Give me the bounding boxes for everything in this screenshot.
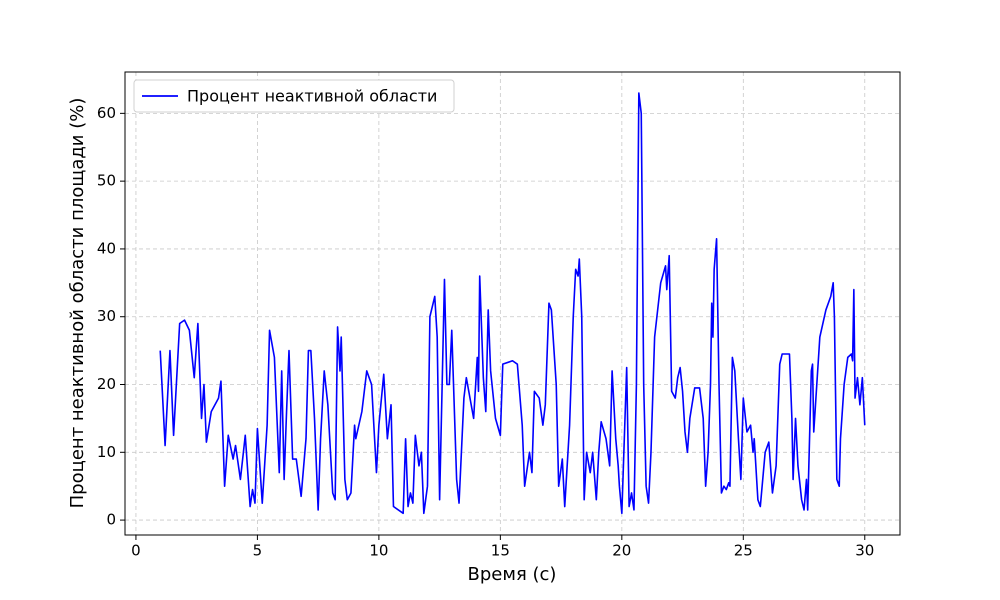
legend-label: Процент неактивной области [187,87,437,106]
x-tick-label: 15 [491,542,510,560]
y-tick-label: 20 [97,375,116,393]
plot-frame [124,71,901,536]
x-axis-label: Время (с) [468,564,557,585]
y-tick-label: 50 [97,172,116,190]
x-tick-label: 20 [612,542,631,560]
x-tick-label: 5 [253,542,263,560]
x-tick-label: 25 [734,542,753,560]
y-tick-label: 10 [97,443,116,461]
x-tick-label: 30 [855,542,874,560]
legend-box [133,79,455,113]
y-tick-label: 0 [106,511,116,529]
y-tick-label: 40 [97,239,116,257]
x-tick-label: 0 [131,542,141,560]
y-tick-label: 60 [97,104,116,122]
y-axis-label: Процент неактивной области площади (%) [67,98,88,509]
data-line [159,92,866,515]
x-tick-label: 10 [369,542,388,560]
y-tick-label: 30 [97,307,116,325]
